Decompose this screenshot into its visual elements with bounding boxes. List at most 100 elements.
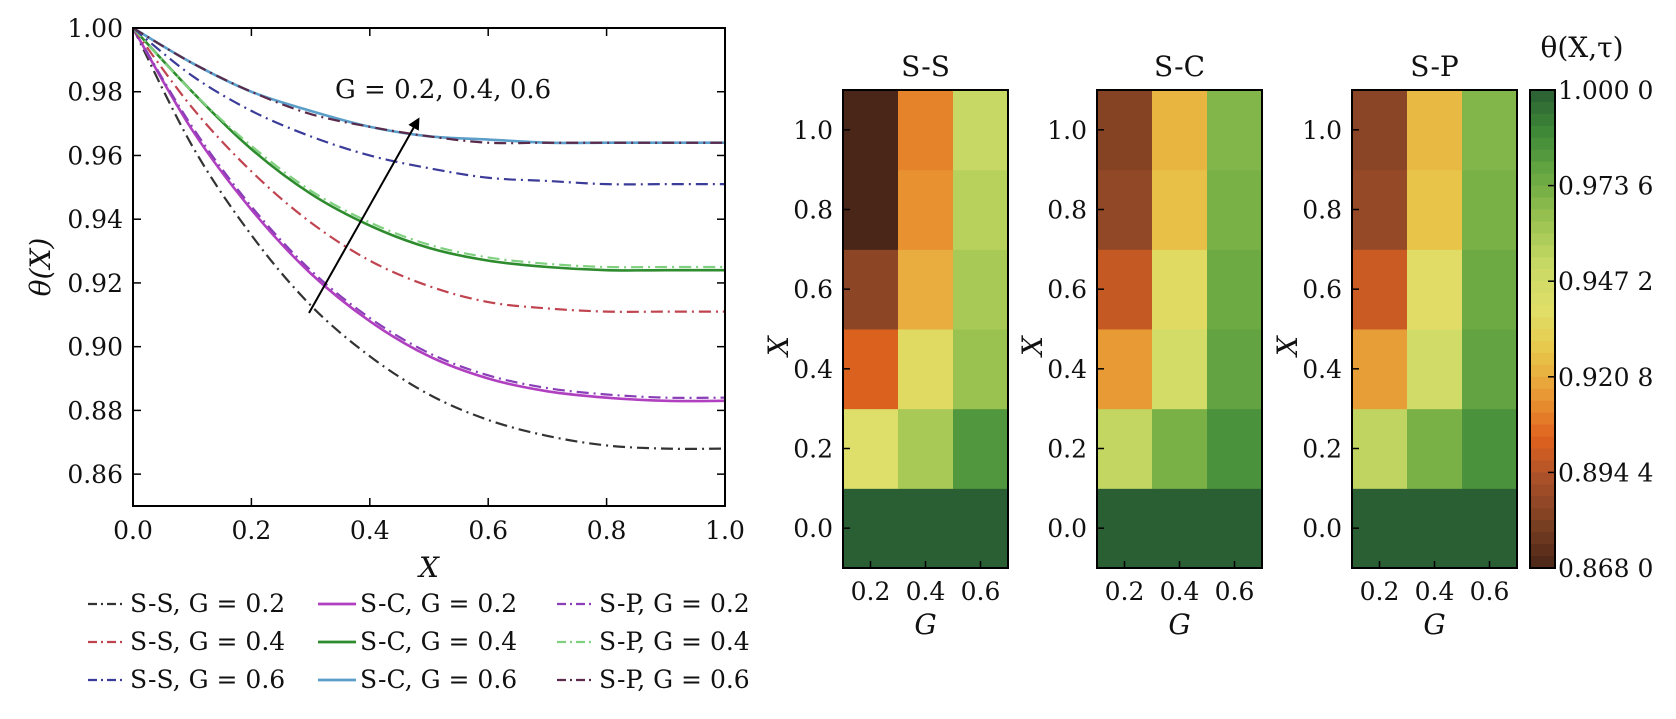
heatmap-y-tick-label: 0.2: [793, 435, 833, 464]
heatmap-y-tick-label: 0.2: [1302, 435, 1342, 464]
x-tick-label: 0.6: [468, 516, 508, 545]
heatmap-y-tick-label: 0.8: [1047, 196, 1087, 225]
heatmap-x-tick-label: 0.2: [1105, 577, 1145, 606]
heatmap-x-tick-label: 0.4: [906, 577, 946, 606]
heatmap-cell: [953, 90, 1009, 171]
heatmap-cell: [843, 249, 899, 330]
colorbar-step: [1530, 197, 1555, 211]
trend-arrow: [308, 117, 420, 314]
heatmap-cell: [1207, 169, 1263, 250]
heatmap-y-tick-label: 0.6: [1302, 275, 1342, 304]
heatmap-cell: [1207, 488, 1263, 569]
heatmap-x-tick-label: 0.6: [1470, 577, 1510, 606]
x-axis-label: X: [417, 551, 440, 584]
legend-label: S-P, G = 0.2: [599, 589, 750, 618]
y-tick-label: 0.92: [67, 269, 123, 298]
legend-label: S-S, G = 0.6: [130, 665, 285, 694]
colorbar-step: [1530, 496, 1555, 509]
heatmap-x-tick-label: 0.4: [1415, 577, 1455, 606]
heatmap-cell: [1097, 408, 1153, 489]
series-line-6: [133, 28, 725, 186]
heatmap-cell: [1462, 329, 1518, 410]
x-tick-label: 0.2: [232, 516, 272, 545]
colorbar-step: [1530, 317, 1555, 330]
colorbar-tick-label: 0.868 0: [1558, 554, 1653, 583]
legend-label: S-P, G = 0.6: [599, 665, 750, 694]
heatmap-cell: [898, 249, 954, 330]
legend: S-S, G = 0.2 S-S, G = 0.4 S-S, G = 0.6 S-C,…: [88, 589, 750, 694]
colorbar-step: [1530, 352, 1555, 366]
heatmap-cell: [1407, 488, 1463, 569]
series-line-4: [133, 28, 725, 272]
legend-label: S-C, G = 0.6: [360, 665, 517, 694]
heatmap-cell: [1152, 249, 1208, 330]
colorbar-step: [1530, 484, 1555, 497]
heatmap-cell: [1207, 249, 1263, 330]
heatmap-cell: [1152, 329, 1208, 410]
y-tick-label: 0.86: [67, 460, 123, 489]
line-series-group: [133, 28, 725, 450]
heatmap-x-tick-label: 0.6: [961, 577, 1001, 606]
heatmap-cell: [1407, 329, 1463, 410]
heatmap-cell: [1407, 90, 1463, 171]
heatmap-y-tick-label: 0.4: [793, 355, 833, 384]
heatmap-cell: [1352, 249, 1408, 330]
heatmap-y-tick-label: 0.0: [793, 514, 833, 543]
heatmap-y-axis-label: X: [1271, 335, 1304, 358]
x-tick-label: 0.8: [587, 516, 627, 545]
g-annotation: G = 0.2, 0.4, 0.6: [335, 75, 551, 105]
heatmap-cell: [843, 169, 899, 250]
heatmap-cell: [898, 169, 954, 250]
heatmap-cell: [1097, 90, 1153, 171]
colorbar-step: [1530, 233, 1555, 246]
heatmap-cell: [1097, 488, 1153, 569]
colorbar-step: [1530, 257, 1555, 270]
legend-label: S-P, G = 0.4: [599, 627, 750, 656]
colorbar-step: [1530, 305, 1555, 318]
colorbar-step: [1530, 508, 1555, 521]
colorbar-tick-label: 0.920 8: [1558, 363, 1653, 392]
legend-label: S-C, G = 0.2: [360, 589, 517, 618]
legend-label: S-S, G = 0.4: [130, 627, 285, 656]
colorbar-step: [1530, 436, 1555, 450]
heatmap-cell: [1462, 488, 1518, 569]
x-tick-label: 0.0: [113, 516, 153, 545]
heatmap-cell: [1462, 249, 1518, 330]
colorbar-step: [1530, 293, 1555, 306]
y-tick-label: 0.96: [67, 141, 123, 170]
heatmap-cell: [1352, 329, 1408, 410]
colorbar-tick-label: 0.894 4: [1558, 458, 1653, 487]
colorbar-body: 1.000 0 0.973 6 0.947 2 0.920 8 0.894 4 0.868…: [1529, 76, 1653, 583]
y-axis-label: θ(X): [24, 238, 57, 297]
heatmap-x-axis-label: G: [1423, 608, 1445, 641]
y-tick-label: 0.98: [67, 78, 123, 107]
heatmap-cell: [1207, 90, 1263, 171]
colorbar: θ(X,τ) 1.000 0 0.973 6 0.947 2 0.920 8 0.894…: [1529, 31, 1653, 583]
colorbar-step: [1530, 173, 1555, 187]
colorbar-step: [1530, 340, 1555, 354]
colorbar-tick-label: 0.947 2: [1558, 267, 1653, 296]
heatmap-cell: [1462, 90, 1518, 171]
series-line-5: [133, 28, 725, 269]
colorbar-step: [1530, 101, 1555, 115]
heatmap-cell: [1352, 169, 1408, 250]
heatmap-cell: [953, 169, 1009, 250]
heatmap-x-axis-label: G: [914, 608, 936, 641]
y-tick-label: 0.94: [67, 205, 123, 234]
heatmap-x-tick-label: 0.2: [1360, 577, 1400, 606]
colorbar-step: [1530, 90, 1555, 103]
heatmap-y-axis-label: X: [762, 335, 795, 358]
colorbar-step: [1530, 161, 1555, 175]
heatmap-cell: [1407, 169, 1463, 250]
colorbar-step: [1530, 209, 1555, 223]
heatmap-cell: [843, 90, 899, 171]
heatmap-s-s: S-S 0.0 0.2 0.4 0.6 0.8 1.0 0.2 0.4 0.6 G X: [762, 50, 1009, 641]
colorbar-step: [1530, 364, 1555, 378]
colorbar-step: [1530, 520, 1555, 533]
colorbar-tick-label: 0.973 6: [1558, 172, 1653, 201]
heatmap-cell: [1097, 249, 1153, 330]
x-tick-label: 0.4: [350, 516, 390, 545]
heatmap-y-tick-label: 0.6: [1047, 275, 1087, 304]
colorbar-step: [1530, 412, 1555, 426]
heatmaps: S-S 0.0 0.2 0.4 0.6 0.8 1.0 0.2 0.4 0.6 G X S-C 0.0 0.…: [762, 50, 1518, 641]
